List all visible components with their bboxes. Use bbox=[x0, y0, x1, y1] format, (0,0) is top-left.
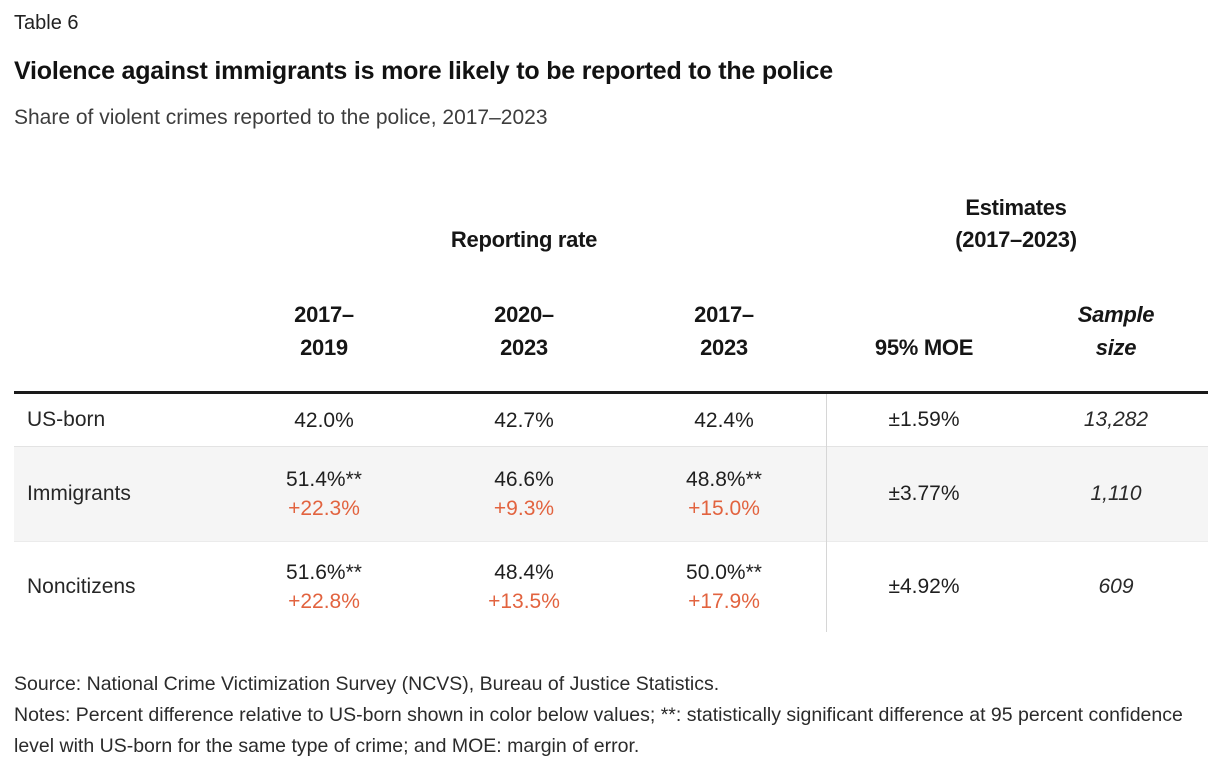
column-divider-line bbox=[826, 394, 827, 632]
table-row: Noncitizens 51.6%** +22.8% 48.4% +13.5% … bbox=[14, 542, 1208, 632]
rate-value: 42.7% bbox=[494, 408, 554, 432]
column-header-line: size bbox=[1095, 335, 1137, 360]
page-title: Violence against immigrants is more like… bbox=[14, 57, 833, 85]
rate-value: 42.0% bbox=[294, 408, 354, 432]
rate-value: 48.8%** bbox=[686, 468, 762, 491]
rate-diff: +22.8% bbox=[288, 590, 360, 613]
rate-cell: 42.0% bbox=[224, 407, 424, 434]
rate-diff: +22.3% bbox=[288, 497, 360, 520]
column-header-2017-2023: 2017– 2023 bbox=[624, 298, 824, 364]
rate-value: 51.6%** bbox=[286, 561, 362, 584]
rate-value: 51.4%** bbox=[286, 468, 362, 491]
table-column-header-row: 2017– 2019 2020– 2023 2017– 2023 95% MOE… bbox=[14, 298, 1208, 391]
column-header-line: 2017– bbox=[694, 302, 754, 327]
table-row: Immigrants 51.4%** +22.3% 46.6% +9.3% 48… bbox=[14, 447, 1208, 542]
rate-cell: 51.6%** +22.8% bbox=[224, 559, 424, 615]
moe-value: ±3.77% bbox=[888, 482, 960, 505]
column-header-line: 2020– bbox=[494, 302, 554, 327]
sample-size-value: 609 bbox=[1098, 575, 1134, 598]
rate-value: 42.4% bbox=[694, 408, 754, 432]
rate-value: 48.4% bbox=[494, 561, 554, 584]
column-header-line: 2023 bbox=[500, 335, 548, 360]
group-header-estimates-line2: (2017–2023) bbox=[955, 227, 1077, 252]
table-number-label: Table 6 bbox=[14, 12, 79, 34]
moe-value: ±4.92% bbox=[888, 575, 960, 598]
column-header-line: 2017– bbox=[294, 302, 354, 327]
column-header-line: 2019 bbox=[300, 335, 348, 360]
notes-note: Notes: Percent difference relative to US… bbox=[14, 704, 1183, 757]
table-body: US-born 42.0% 42.7% 42.4% ±1.59% 13,282 … bbox=[14, 391, 1208, 632]
sample-size-value: 13,282 bbox=[1083, 408, 1149, 431]
table-group-header-row: Reporting rate Estimates (2017–2023) bbox=[14, 192, 1208, 256]
column-header-sample-size: Sample size bbox=[1024, 298, 1208, 364]
rate-value: 50.0%** bbox=[686, 561, 762, 584]
row-label: Immigrants bbox=[27, 482, 131, 505]
column-header-line: Sample bbox=[1077, 302, 1155, 327]
rate-diff: +17.9% bbox=[688, 590, 760, 613]
source-note: Source: National Crime Victimization Sur… bbox=[14, 673, 720, 695]
rate-cell: 48.8%** +15.0% bbox=[624, 466, 824, 522]
sample-size-value: 1,110 bbox=[1090, 482, 1142, 505]
column-header-95-moe: 95% MOE bbox=[874, 335, 974, 360]
moe-value: ±1.59% bbox=[888, 408, 960, 431]
rate-diff: +13.5% bbox=[488, 590, 560, 613]
rate-diff: +15.0% bbox=[688, 497, 760, 520]
rate-cell: 42.7% bbox=[424, 407, 624, 434]
group-header-estimates: Estimates (2017–2023) bbox=[824, 192, 1208, 256]
table-row: US-born 42.0% 42.7% 42.4% ±1.59% 13,282 bbox=[14, 394, 1208, 447]
rate-cell: 48.4% +13.5% bbox=[424, 559, 624, 615]
footer-notes: Source: National Crime Victimization Sur… bbox=[14, 669, 1214, 762]
rate-cell: 51.4%** +22.3% bbox=[224, 466, 424, 522]
rate-cell: 50.0%** +17.9% bbox=[624, 559, 824, 615]
rate-cell: 46.6% +9.3% bbox=[424, 466, 624, 522]
row-label: Noncitizens bbox=[27, 575, 136, 598]
page-subtitle: Share of violent crimes reported to the … bbox=[14, 106, 548, 129]
rate-diff: +9.3% bbox=[493, 497, 555, 520]
column-header-2020-2023: 2020– 2023 bbox=[424, 298, 624, 364]
rate-cell: 42.4% bbox=[624, 407, 824, 434]
column-header-2017-2019: 2017– 2019 bbox=[224, 298, 424, 364]
group-header-estimates-line1: Estimates bbox=[965, 195, 1067, 220]
rate-value: 46.6% bbox=[494, 468, 554, 491]
group-header-reporting-rate: Reporting rate bbox=[450, 227, 598, 252]
row-label: US-born bbox=[27, 408, 106, 431]
column-header-line: 2023 bbox=[700, 335, 748, 360]
